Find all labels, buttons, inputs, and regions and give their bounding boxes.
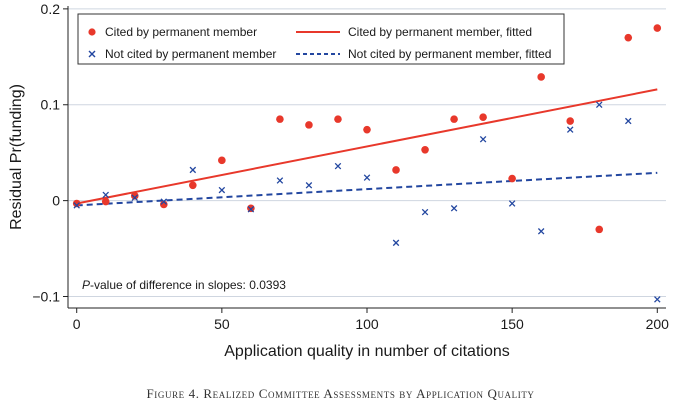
point-cited	[189, 181, 197, 190]
point-not-cited	[189, 166, 197, 174]
point-not-cited	[160, 198, 168, 205]
y-tick-label: −0.1	[32, 288, 60, 304]
point-not-cited	[102, 191, 109, 199]
point-not-cited	[625, 117, 632, 125]
legend-marker-cited	[88, 28, 96, 36]
point-cited	[479, 113, 487, 122]
point-cited	[508, 174, 516, 183]
point-cited	[421, 146, 429, 154]
y-tick-label: 0.1	[41, 97, 61, 113]
slope-difference-annotation: P-value of difference in slopes: 0.0393	[82, 278, 286, 292]
fit-lines	[76, 88, 658, 207]
point-cited	[537, 73, 545, 81]
y-axis-title: Residual Pr(funding)	[8, 84, 25, 230]
point-not-cited	[334, 162, 342, 170]
point-not-cited	[247, 205, 255, 213]
x-ticks: 0 50 100 150 200	[73, 308, 669, 332]
legend-entry-not-cited-fitted: Not cited by permanent member, fitted	[296, 47, 551, 61]
fit-line-not-cited	[76, 171, 658, 207]
x-tick-label: 0	[73, 316, 81, 332]
legend-entry-not-cited: Not cited by permanent member	[88, 47, 276, 61]
legend-label-cited: Cited by permanent member	[105, 25, 257, 39]
point-cited	[305, 121, 313, 129]
legend-label-cited-fitted: Cited by permanent member, fitted	[348, 25, 532, 39]
legend-marker-not-cited	[88, 50, 96, 58]
legend-entry-cited: Cited by permanent member	[88, 25, 257, 39]
point-cited	[624, 33, 633, 42]
point-not-cited	[73, 202, 80, 209]
point-cited	[450, 115, 458, 123]
annotation-p-letter: P	[82, 278, 90, 292]
point-cited	[363, 125, 371, 134]
point-cited	[566, 117, 575, 125]
point-not-cited	[218, 186, 226, 194]
point-not-cited	[363, 174, 371, 181]
x-tick-label: 150	[500, 316, 524, 332]
point-cited	[101, 197, 110, 206]
point-not-cited	[450, 205, 458, 212]
annotation-text: -value of difference in slopes: 0.0393	[90, 278, 286, 292]
y-tick-label: 0.2	[41, 1, 61, 17]
point-cited	[595, 225, 604, 234]
legend: Cited by permanent member Cited by perma…	[77, 13, 565, 65]
point-cited	[392, 166, 400, 174]
data-points	[72, 24, 662, 303]
y-tick-label: 0	[52, 193, 60, 209]
x-tick-label: 50	[214, 316, 230, 332]
point-not-cited	[654, 296, 661, 303]
point-cited	[72, 199, 81, 208]
x-axis-title: Application quality in number of citatio…	[224, 343, 510, 360]
legend-entry-cited-fitted: Cited by permanent member, fitted	[296, 25, 532, 39]
x-tick-label: 100	[355, 316, 379, 332]
point-cited	[218, 156, 226, 165]
point-not-cited	[595, 101, 603, 109]
legend-label-not-cited-fitted: Not cited by permanent member, fitted	[348, 47, 551, 61]
point-cited	[159, 200, 168, 209]
legend-box	[77, 13, 565, 65]
legend-label-not-cited: Not cited by permanent member	[105, 47, 276, 61]
point-not-cited	[537, 228, 545, 235]
point-not-cited	[131, 194, 139, 202]
point-not-cited	[508, 200, 516, 207]
point-not-cited	[479, 136, 487, 143]
point-cited	[247, 204, 255, 213]
point-cited	[130, 192, 139, 200]
fit-line-cited	[76, 88, 658, 205]
point-not-cited	[305, 182, 313, 189]
point-cited	[276, 115, 284, 123]
x-tick-label: 200	[646, 316, 670, 332]
y-ticks: −0.1 0 0.1 0.2	[32, 1, 68, 304]
point-not-cited	[566, 126, 574, 133]
point-cited	[653, 24, 662, 32]
point-not-cited	[421, 208, 429, 216]
point-not-cited	[392, 239, 400, 247]
point-cited	[334, 115, 342, 123]
figure-caption: Figure 4. Realized Committee Assessments…	[146, 386, 535, 401]
point-not-cited	[276, 177, 284, 184]
